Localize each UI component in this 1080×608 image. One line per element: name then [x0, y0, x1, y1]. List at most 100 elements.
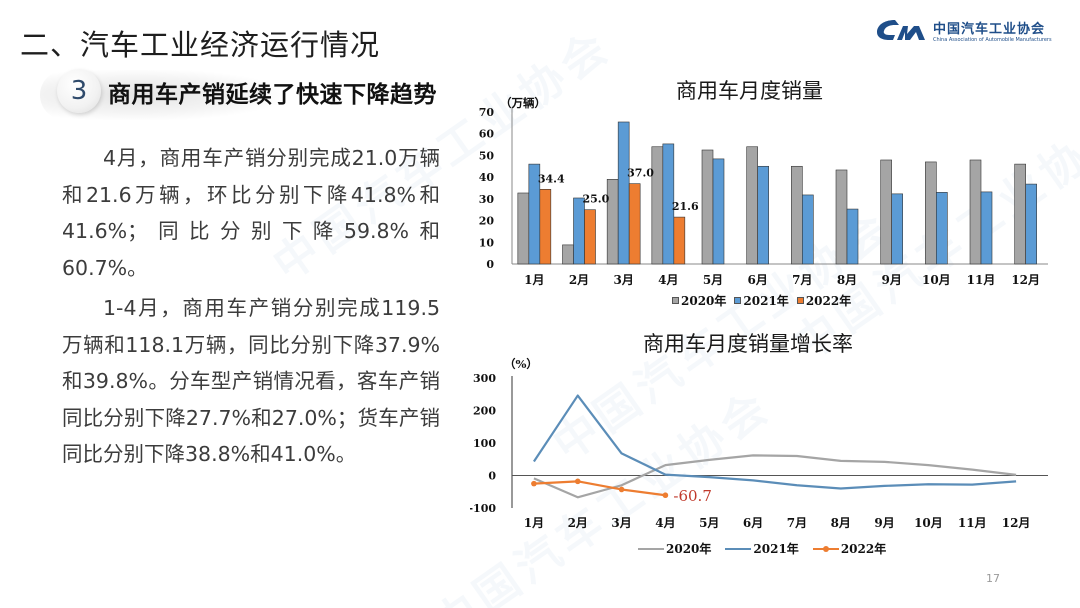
data-label: 34.4 — [538, 172, 565, 185]
y-tick-label: 0 — [488, 470, 496, 483]
x-tick-label: 5月 — [699, 516, 719, 530]
y-tick-label: 30 — [479, 193, 495, 206]
x-tick-label: 2月 — [568, 516, 588, 530]
line-2021年 — [533, 394, 1017, 490]
legend-item: 2020年 — [672, 292, 726, 309]
x-tick-label: 11月 — [958, 516, 987, 530]
legend-swatch — [734, 297, 742, 304]
bar-2020年 — [562, 244, 574, 265]
bar-2020年 — [969, 159, 982, 265]
logo-name-cn: 中国汽车工业协会 — [933, 21, 1046, 37]
x-tick-label: 2月 — [569, 273, 589, 287]
y-tick-label: 100 — [473, 437, 496, 450]
bar-2021年 — [617, 121, 630, 265]
legend-item: 2021年 — [725, 540, 799, 557]
y-tick-label: 60 — [479, 128, 495, 141]
cam-logo: 中国汽车工业协会 China Association of Automobile… — [875, 17, 1052, 43]
bar-2022年 — [584, 209, 596, 265]
paragraph-april: 4月，商用车产销分别完成21.0万辆和21.6万辆，环比分别下降41.8%和41… — [62, 146, 440, 280]
bar-2020年 — [791, 165, 803, 265]
legend-label: 2021年 — [753, 542, 799, 556]
y-tick-label: 20 — [479, 215, 495, 228]
bar-2022年 — [539, 189, 552, 265]
y-tick-label: 50 — [479, 149, 495, 162]
logo-name-en: China Association of Automobile Manufact… — [933, 36, 1052, 43]
y-tick-label: 0 — [486, 258, 494, 271]
data-label: 21.6 — [672, 200, 699, 213]
legend-swatch — [812, 545, 839, 552]
bar-2021年 — [712, 158, 725, 265]
bar-2020年 — [1014, 163, 1026, 265]
x-tick-label: 10月 — [922, 273, 951, 287]
x-tick-label: 11月 — [967, 273, 996, 287]
legend-swatch — [725, 547, 752, 550]
x-tick-label: 8月 — [831, 516, 851, 530]
bar-2020年 — [517, 192, 530, 265]
page-title: 二、汽车工业经济运行情况 — [20, 28, 381, 62]
y-tick-label: 40 — [479, 171, 495, 184]
line-chart-unit-label: （%） — [504, 357, 538, 371]
x-tick-label: 4月 — [655, 516, 675, 530]
legend-item: 2022年 — [812, 540, 887, 557]
bar-2021年 — [662, 143, 675, 265]
x-tick-label: 12月 — [1002, 516, 1031, 530]
bar-chart-legend: 2020年 2021年 2022年 — [672, 292, 851, 309]
y-tick-label: 300 — [473, 372, 496, 385]
x-tick-label: 7月 — [787, 516, 807, 530]
bar-2021年 — [802, 194, 814, 265]
bar-2020年 — [701, 149, 714, 265]
data-label: 25.0 — [583, 193, 610, 206]
page-number: 17 — [986, 572, 1000, 585]
bar-2020年 — [835, 169, 848, 265]
bar-2021年 — [1025, 183, 1037, 265]
x-tick-label: 1月 — [524, 273, 544, 287]
x-tick-label: 9月 — [874, 516, 894, 530]
bar-2020年 — [651, 146, 664, 265]
legend-label: 2022年 — [805, 294, 852, 308]
data-label: 37.0 — [627, 167, 654, 180]
data-label: -60.7 — [673, 487, 711, 505]
x-tick-label: 3月 — [613, 273, 633, 287]
legend-swatch — [796, 297, 804, 304]
y-tick-label: 70 — [479, 106, 495, 119]
x-tick-label: 7月 — [792, 273, 812, 287]
section-number-badge: 3 — [57, 69, 101, 113]
x-tick-label: 4月 — [658, 273, 678, 287]
bar-2021年 — [846, 208, 859, 265]
line-2022年 — [533, 480, 666, 497]
x-tick-label: 6月 — [743, 516, 763, 530]
legend-item: 2020年 — [638, 540, 711, 557]
cam-logo-icon — [877, 20, 925, 40]
legend-swatch — [638, 547, 664, 550]
data-point — [531, 480, 537, 487]
paragraph-jan-apr: 1-4月，商用车产销分别完成119.5万辆和118.1万辆，同比分别下降37.9… — [62, 296, 440, 466]
bar-2021年 — [757, 165, 769, 265]
legend-label: 2022年 — [840, 542, 887, 556]
line-2020年 — [533, 454, 1017, 499]
legend-label: 2020年 — [666, 542, 712, 556]
bar-2022年 — [628, 183, 641, 265]
x-tick-label: 12月 — [1011, 273, 1040, 287]
bar-2021年 — [891, 193, 903, 265]
body-text: 4月，商用车产销分别完成21.0万辆和21.6万辆，环比分别下降41.8%和41… — [62, 140, 440, 473]
bar-chart-unit-label: （万辆） — [500, 96, 546, 110]
x-tick-label: 3月 — [611, 516, 631, 530]
x-tick-label: 8月 — [837, 273, 857, 287]
legend-item: 2021年 — [734, 292, 789, 309]
legend-label: 2021年 — [743, 294, 789, 308]
x-tick-label: 10月 — [914, 516, 943, 530]
x-tick-label: 6月 — [747, 273, 767, 287]
section-heading: 3 商用车产销延续了快速下降趋势 — [40, 62, 470, 124]
bar-2020年 — [880, 159, 892, 265]
bar-2021年 — [980, 191, 993, 265]
y-tick-label: 10 — [479, 236, 495, 249]
data-point — [618, 486, 625, 493]
legend-swatch — [672, 297, 679, 304]
line-chart-title: 商用车月度销量增长率 — [643, 332, 853, 356]
line-chart-legend: 2020年 2021年 2022年 — [638, 540, 886, 557]
bar-2022年 — [673, 216, 686, 265]
x-tick-label: 1月 — [524, 516, 544, 530]
legend-label: 2020年 — [681, 294, 727, 308]
bar-2020年 — [925, 161, 937, 265]
legend-item: 2022年 — [796, 292, 852, 309]
